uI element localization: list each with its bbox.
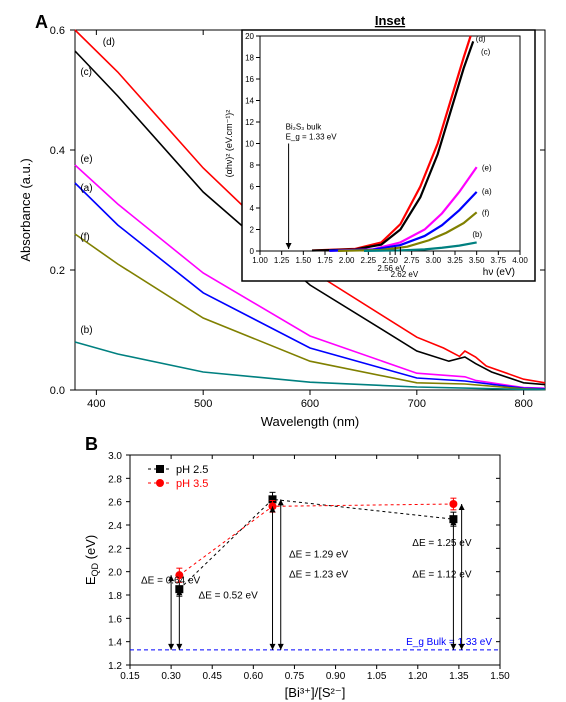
figure-svg: A 400 500 600 700 800 0.0 0.2 0.4 0.6 Wavelength (…	[0, 0, 566, 702]
panel-b-xtick-label: 0.30	[161, 671, 181, 682]
inset-ylabel: (αhν)² (eV.cm⁻¹)²	[224, 110, 234, 178]
inset-ytick-label: 2	[250, 226, 255, 235]
inset-series-label-c: (c)	[481, 47, 491, 56]
inset-xtick-label: 1.00	[252, 256, 268, 265]
inset-ytick-label: 4	[250, 204, 255, 213]
panel-b-ytick-label: 1.2	[108, 661, 122, 672]
inset-ytick-label: 18	[245, 54, 254, 63]
panel-a-ytick-label: 0.6	[50, 25, 65, 37]
panel-a-series-label-a: (a)	[80, 183, 92, 194]
inset-annot-bi2s3: Bi₂S₃ bulk	[286, 123, 323, 132]
panel-a-xtick-label: 400	[87, 398, 105, 410]
legend-marker-square	[156, 465, 164, 473]
inset-xtick-label: 1.50	[296, 256, 312, 265]
panel-a-series-label-f: (f)	[80, 232, 89, 243]
inset-ytick-label: 0	[250, 247, 255, 256]
panel-a-series-label-c: (c)	[80, 67, 92, 78]
panel-b-dE-label: ΔE = 0.64 eV	[141, 575, 201, 586]
inset-ytick-label: 12	[245, 118, 254, 127]
panel-b-label: B	[85, 434, 98, 454]
inset-ytick-label: 14	[245, 97, 254, 106]
panel-b-marker-circle	[449, 500, 457, 508]
inset-xtick-label: 3.50	[469, 256, 485, 265]
panel-a-ytick-label: 0.2	[50, 265, 65, 277]
inset-xtick-label: 3.75	[491, 256, 507, 265]
inset-ytick-label: 20	[245, 32, 254, 41]
panel-a-xtick-label: 600	[301, 398, 319, 410]
panel-a-ylabel: Absorbance (a.u.)	[18, 158, 33, 261]
legend-text: pH 2.5	[176, 464, 208, 476]
inset-xtick-label: 2.25	[361, 256, 377, 265]
panel-b-dE-arrowhead	[278, 644, 284, 650]
inset-series-label-d: (d)	[476, 34, 486, 43]
panel-b-ytick-label: 2.6	[108, 498, 122, 509]
inset-annot-eg: E_g = 1.33 eV	[286, 133, 338, 142]
panel-a-label: A	[35, 12, 48, 32]
panel-a-series-label-b: (b)	[80, 325, 92, 336]
panel-b-xlabel: [Bi³⁺]/[S²⁻]	[285, 685, 346, 700]
inset-xtick-label: 3.00	[426, 256, 442, 265]
legend-text: pH 3.5	[176, 478, 208, 490]
panel-a-xlabel: Wavelength (nm)	[261, 414, 360, 429]
legend-marker-circle	[156, 479, 164, 487]
panel-b-ytick-label: 3.0	[108, 451, 122, 462]
panel-b-dE-arrowhead	[176, 644, 182, 650]
panel-a-ytick-label: 0.4	[50, 145, 65, 157]
panel-b-dE-label: ΔE = 1.29 eV	[289, 550, 349, 561]
panel-b-xtick-label: 0.90	[326, 671, 346, 682]
panel-a-series-label-e: (e)	[80, 154, 92, 165]
inset-xtick-label: 3.25	[447, 256, 463, 265]
panel-b-dE-arrowhead	[459, 504, 465, 510]
inset-series-label-f: (f)	[482, 209, 490, 218]
panel-b-dE-arrowhead	[270, 644, 276, 650]
panel-b-xtick-label: 0.15	[120, 671, 140, 682]
inset-title: Inset	[375, 13, 406, 28]
panel-b-ytick-label: 2.4	[108, 521, 122, 532]
panel-b-dE-label: ΔE = 1.25 eV	[412, 538, 472, 549]
panel-b-xtick-label: 0.75	[285, 671, 305, 682]
panel-b-ytick-label: 1.8	[108, 591, 122, 602]
inset-series-label-e: (e)	[482, 163, 492, 172]
panel-a-xtick-label: 700	[408, 398, 426, 410]
panel-b-ytick-label: 2.8	[108, 474, 122, 485]
inset-xtick-label: 2.75	[404, 256, 420, 265]
inset-xtick-label: 1.75	[317, 256, 333, 265]
panel-b-ytick-label: 2.0	[108, 568, 122, 579]
panel-b-dE-label: ΔE = 1.23 eV	[289, 570, 349, 581]
panel-b-xtick-label: 1.50	[490, 671, 510, 682]
inset-ytick-label: 8	[250, 161, 255, 170]
panel-b-xtick-label: 1.20	[408, 671, 428, 682]
panel-b-xtick-label: 0.45	[202, 671, 222, 682]
panel-a-xtick-label: 800	[514, 398, 532, 410]
panel-a-xtick-label: 500	[194, 398, 212, 410]
panel-b-ytick-label: 1.4	[108, 638, 122, 649]
inset-series-label-a: (a)	[482, 187, 492, 196]
panel-a-ytick-label: 0.0	[50, 385, 65, 397]
figure-root: A 400 500 600 700 800 0.0 0.2 0.4 0.6 Wavelength (…	[0, 0, 566, 702]
inset-series-label-b: (b)	[472, 230, 482, 239]
panel-b-ylabel: EQD (eV)	[83, 535, 100, 585]
inset-ytick-label: 16	[245, 75, 254, 84]
inset-xtick-label: 2.00	[339, 256, 355, 265]
panel-b-ref-label: E_g Bulk = 1.33 eV	[406, 637, 492, 648]
inset-xtick-label: 1.25	[274, 256, 290, 265]
panel-b-dE-label: ΔE = 0.52 eV	[199, 591, 259, 602]
panel-b-ytick-label: 2.2	[108, 544, 122, 555]
inset-xtick-label: 4.00	[512, 256, 528, 265]
panel-b-xtick-label: 1.35	[449, 671, 469, 682]
panel-b-dE-arrowhead	[168, 644, 174, 650]
inset-ytick-label: 6	[250, 183, 255, 192]
panel-b-dE-label: ΔE = 1.12 eV	[412, 570, 472, 581]
panel-a-series-label-d: (d)	[103, 37, 115, 48]
panel-b-xtick-label: 1.05	[367, 671, 387, 682]
inset-xlabel: hν (eV)	[483, 267, 515, 278]
inset-ytick-label: 10	[245, 140, 254, 149]
panel-b-ytick-label: 1.6	[108, 614, 122, 625]
panel-b-xtick-label: 0.60	[244, 671, 264, 682]
inset-xmark-label: 2.62 eV	[391, 270, 419, 279]
